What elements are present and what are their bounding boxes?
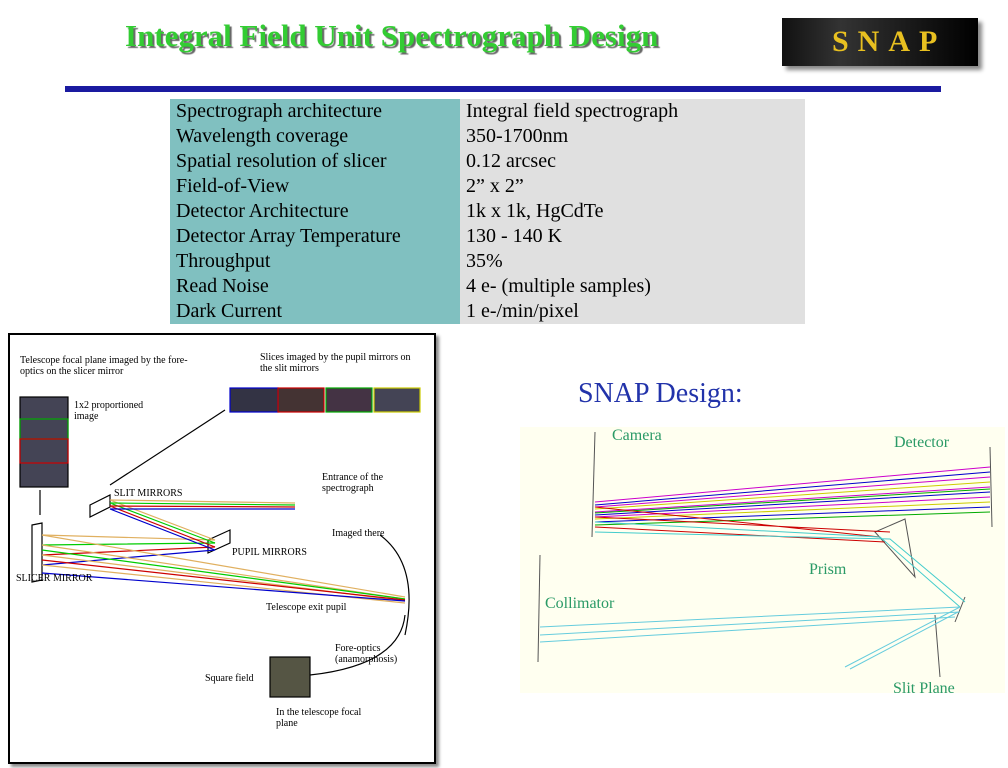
diagram-label: Detector [894,434,950,451]
table-row: Detector Architecture 1k x 1k, HgCdTe [170,199,805,224]
diagram-label: SLICER MIRROR [16,573,93,584]
diagram-label: Camera [612,427,662,444]
cell-value: 2” x 2” [460,174,805,199]
cell-key: Spatial resolution of slicer [170,149,460,174]
cell-key: Dark Current [170,299,460,324]
table-row: Wavelength coverage 350-1700nm [170,124,805,149]
table-row: Detector Array Temperature 130 - 140 K [170,224,805,249]
snap-drawing [537,431,993,678]
cell-key: Wavelength coverage [170,124,460,149]
cell-key: Throughput [170,249,460,274]
cell-value: 1 e-/min/pixel [460,299,805,324]
diagram-label: Slices imaged by the pupil mirrors on th… [260,352,411,374]
diagram-label: Imaged there [332,528,385,539]
table-row: Read Noise 4 e- (multiple samples) [170,274,805,299]
design-title: SNAP Design: [578,378,743,409]
table-row: Throughput 35% [170,249,805,274]
diagram-label: In the telescope focal plane [276,707,362,729]
cell-key: Field-of-View [170,174,460,199]
cell-value: 130 - 140 K [460,224,805,249]
diagram-label: Prism [809,561,847,578]
slicer-diagram: Telescope focal plane imaged by the fore… [8,333,436,764]
diagram-label: Collimator [545,595,615,612]
diagram-label: Square field [205,673,254,684]
cell-key: Detector Architecture [170,199,460,224]
diagram-label: Fore-optics (anamorphosis) [335,643,398,665]
rule [65,86,941,92]
cell-key: Spectrograph architecture [170,99,460,124]
diagram-label: PUPIL MIRRORS [232,547,307,558]
cell-value: Integral field spectrograph [460,99,805,124]
diagram-label: Slit Plane [893,680,955,697]
table-row: Dark Current 1 e-/min/pixel [170,299,805,324]
diagram-label: Telescope focal plane imaged by the fore… [20,355,188,377]
cell-value: 35% [460,249,805,274]
spec-table: Spectrograph architecture Integral field … [170,99,805,324]
cell-value: 1k x 1k, HgCdTe [460,199,805,224]
diagram-label: 1x2 proportioned image [74,400,144,422]
diagram-label: SLIT MIRRORS [114,488,183,499]
slicer-drawing [19,387,421,698]
logo: SNAP [782,18,978,66]
cell-key: Detector Array Temperature [170,224,460,249]
title: Integral Field Unit Spectrograph Design [125,18,659,53]
table-row: Spatial resolution of slicer 0.12 arcsec [170,149,805,174]
table-row: Field-of-View 2” x 2” [170,174,805,199]
cell-value: 4 e- (multiple samples) [460,274,805,299]
snap-diagram: Camera Detector Prism Collimator Slit Plane [520,427,1005,697]
diagram-label: Telescope exit pupil [266,602,347,613]
diagram-label: Entrance of the spectrograph [322,472,384,494]
cell-value: 350-1700nm [460,124,805,149]
cell-value: 0.12 arcsec [460,149,805,174]
table-row: Spectrograph architecture Integral field … [170,99,805,124]
cell-key: Read Noise [170,274,460,299]
